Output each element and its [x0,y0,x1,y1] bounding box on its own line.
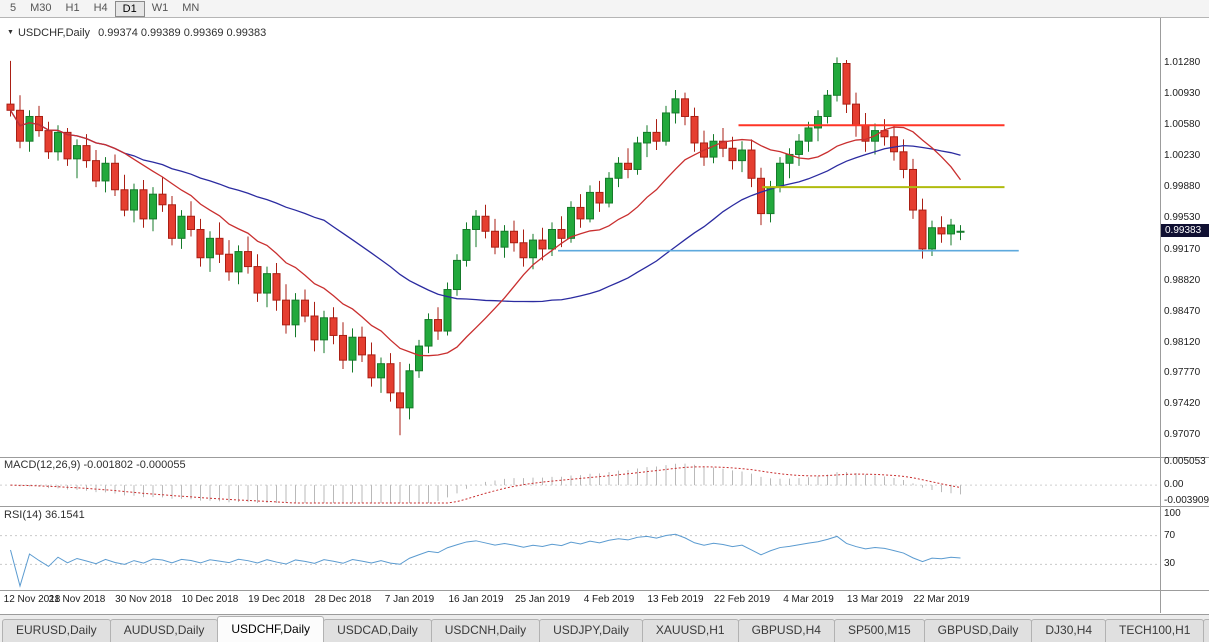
symbol-tab-gbpusd-daily[interactable]: GBPUSD,Daily [923,619,1033,642]
date-axis-label: 7 Jan 2019 [384,594,435,605]
macd-axis-label: 0.005053 [1164,456,1206,467]
rsi-axis-label: 70 [1164,529,1176,541]
rsi-line [10,533,961,588]
panel-separators [0,18,1209,613]
symbol-tab-usdcad-daily[interactable]: USDCAD,Daily [323,619,432,642]
chart-ohlc-values: 0.99374 0.99389 0.99369 0.99383 [98,27,267,39]
symbol-tab-xauusd-h1[interactable]: XAUUSD,H1 [641,619,739,642]
date-axis-label: 12 Nov 2018 [3,594,61,605]
chart-header: ▼ USDCHF,Daily 0.99374 0.99389 0.99369 0.9… [7,27,266,39]
timeframe-button-mn[interactable]: MN [182,1,200,14]
timeframe-button-m30[interactable]: M30 [30,1,52,14]
rsi-axis-label: 30 [1164,558,1176,570]
date-axis-label: 25 Jan 2019 [514,594,571,605]
date-axis-label: 10 Dec 2018 [181,594,239,605]
timeframe-button-5[interactable]: 5 [10,1,17,14]
rsi-indicator-label: RSI(14) 36.1541 [4,509,85,521]
symbol-tab-audusd-daily[interactable]: AUDUSD,Daily [109,619,219,642]
date-axis-label: 21 Nov 2018 [48,594,106,605]
macd-signal-line [10,466,961,504]
symbol-tab-usdcnh-daily[interactable]: USDCNH,Daily [430,619,541,642]
price-axis-label: 0.97070 [1164,429,1201,441]
timeframe-button-h1[interactable]: H1 [65,1,80,14]
price-axis-label: 1.00230 [1164,150,1201,162]
timeframe-button-d1[interactable]: D1 [114,0,145,17]
macd-axis-label: 0.00 [1164,479,1184,491]
symbol-tab-eurusd-daily[interactable]: EURUSD,Daily [2,619,111,642]
price-axis-label: 1.00580 [1164,119,1201,131]
macd-axis-label: -0.003909 [1164,495,1209,506]
chart-symbol-label: USDCHF,Daily [17,27,91,39]
date-axis-label: 4 Feb 2019 [583,594,635,605]
symbol-tab-usdchf-daily[interactable]: USDCHF,Daily [217,616,325,642]
symbol-tab-tech100-h1[interactable]: TECH100,H1 [1105,619,1205,642]
timeframe-toolbar: 5 M30 H1 H4 D1 W1 MN [0,0,1209,18]
symbol-tab-bar: EURUSD,Daily AUDUSD,Daily USDCHF,Daily USDC… [0,614,1209,642]
price-axis-label: 0.99880 [1164,181,1201,193]
ma-slow-line [9,109,961,303]
current-price-tag: 0.99383 [1161,223,1209,237]
date-axis-label: 28 Dec 2018 [314,594,372,605]
symbol-tab-dj30-h4[interactable]: DJ30,H4 [1031,619,1107,642]
date-axis-label: 13 Feb 2019 [647,594,704,605]
date-axis-label: 22 Mar 2019 [913,594,970,605]
date-axis-label: 19 Dec 2018 [248,594,305,605]
price-axis-label: 0.98820 [1164,274,1201,286]
price-axis-label: 1.00930 [1164,88,1201,100]
macd-histogram [19,463,961,503]
macd-indicator-label: MACD(12,26,9) -0.001802 -0.000055 [4,459,186,471]
date-axis-label: 22 Feb 2019 [713,594,771,605]
price-axis-label: 1.01280 [1164,57,1201,69]
ma-fast-line [9,109,962,357]
price-axis-label: 0.97770 [1164,367,1201,379]
symbol-tab-gbpusd-h4[interactable]: GBPUSD,H4 [737,619,835,642]
price-axis-label: 0.97420 [1164,398,1201,410]
date-axis-label: 16 Jan 2019 [448,594,504,605]
price-axis-label: 0.99170 [1164,243,1201,255]
timeframe-button-w1[interactable]: W1 [151,1,169,14]
timeframe-button-h4[interactable]: H4 [93,1,108,14]
date-axis-label: 13 Mar 2019 [846,594,904,605]
price-axis-label: 0.99530 [1164,212,1201,224]
rsi-axis-label: 100 [1164,508,1181,519]
price-axis-label: 0.98470 [1164,305,1201,317]
symbol-dropdown-icon[interactable]: ▼ [7,29,14,36]
symbol-tab-usdjpy-daily[interactable]: USDJPY,Daily [539,619,643,642]
price-axis-label: 0.98120 [1164,336,1201,348]
date-axis-label: 30 Nov 2018 [115,594,172,605]
symbol-tab-sp500-m15[interactable]: SP500,M15 [833,619,925,642]
symbol-tab-u[interactable]: U [1203,619,1209,642]
date-axis-label: 4 Mar 2019 [783,594,834,605]
